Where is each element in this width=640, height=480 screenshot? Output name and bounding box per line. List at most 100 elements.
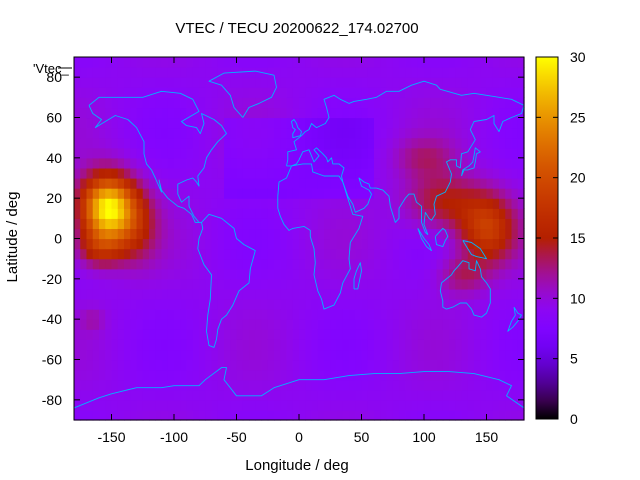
heatmap-cell <box>211 57 219 68</box>
heatmap-cell <box>117 127 125 139</box>
heatmap-cell <box>74 379 81 391</box>
heatmap-cell <box>517 248 525 260</box>
heatmap-cell <box>236 258 244 270</box>
heatmap-cell <box>92 167 100 179</box>
heatmap-cell <box>180 97 188 109</box>
heatmap-cell <box>367 147 375 159</box>
heatmap-cell <box>149 369 156 381</box>
heatmap-cell <box>392 208 400 219</box>
heatmap-cell <box>405 127 413 139</box>
heatmap-cell <box>436 389 444 401</box>
colorbar-tick-label: 20 <box>570 170 586 186</box>
heatmap-cell <box>261 117 269 129</box>
heatmap-cell <box>374 258 381 270</box>
heatmap-cell <box>430 57 438 68</box>
heatmap-cell <box>230 299 238 310</box>
heatmap-cell <box>455 198 463 209</box>
heatmap-cell <box>180 198 188 209</box>
heatmap-cell <box>242 57 250 68</box>
heatmap-cell <box>292 67 300 78</box>
heatmap-cell <box>161 299 169 310</box>
heatmap-cell <box>424 218 431 230</box>
heatmap-cell <box>411 238 419 250</box>
heatmap-cell <box>280 258 288 270</box>
heatmap-cell <box>280 107 288 119</box>
heatmap-cell <box>149 248 156 260</box>
heatmap-cell <box>405 188 413 199</box>
heatmap-cell <box>249 329 256 340</box>
heatmap-cell <box>324 238 331 250</box>
heatmap-cell <box>492 268 500 280</box>
heatmap-cell <box>449 167 456 179</box>
heatmap-cell <box>449 248 456 260</box>
heatmap-cell <box>286 268 294 280</box>
heatmap-cell <box>442 147 450 159</box>
heatmap-cell <box>324 198 331 209</box>
heatmap-cell <box>374 389 381 401</box>
heatmap-cell <box>299 288 306 300</box>
heatmap-cell <box>492 178 500 189</box>
heatmap-cell <box>261 208 269 219</box>
heatmap-cell <box>199 399 206 411</box>
heatmap-cell <box>211 188 219 199</box>
heatmap-cell <box>311 309 319 320</box>
heatmap-cell <box>399 97 406 109</box>
heatmap-cell <box>305 97 313 109</box>
heatmap-cell <box>249 258 256 270</box>
heatmap-cell <box>492 97 500 109</box>
heatmap-cell <box>417 329 425 340</box>
heatmap-cell <box>261 178 269 189</box>
heatmap-cell <box>130 198 138 209</box>
heatmap-cell <box>92 399 100 411</box>
heatmap-cell <box>286 258 294 270</box>
heatmap-cell <box>142 57 150 68</box>
heatmap-cell <box>392 137 400 149</box>
heatmap-cell <box>186 137 194 149</box>
heatmap-cell <box>105 379 113 391</box>
heatmap-cell <box>499 137 506 149</box>
heatmap-cell <box>136 248 144 260</box>
heatmap-cell <box>467 57 475 68</box>
heatmap-cell <box>342 389 350 401</box>
heatmap-cell <box>380 178 388 189</box>
heatmap-cell <box>330 329 338 340</box>
heatmap-cell <box>336 268 344 280</box>
heatmap-cell <box>74 399 81 411</box>
heatmap-cell <box>455 167 463 179</box>
heatmap-cell <box>74 167 81 179</box>
heatmap-cell <box>311 218 319 230</box>
heatmap-cell <box>305 339 313 351</box>
heatmap-cell <box>161 228 169 240</box>
heatmap-cell <box>242 268 250 280</box>
heatmap-cell <box>249 107 256 119</box>
heatmap-cell <box>386 137 394 149</box>
heatmap-cell <box>367 379 375 391</box>
heatmap-cell <box>324 67 331 78</box>
heatmap-cell <box>355 208 363 219</box>
heatmap-cell <box>236 288 244 300</box>
heatmap-cell <box>311 238 319 250</box>
heatmap-cell <box>392 288 400 300</box>
heatmap-cell <box>461 228 469 240</box>
heatmap-cell <box>267 359 275 371</box>
heatmap-cell <box>174 238 181 250</box>
heatmap-cell <box>355 238 363 250</box>
heatmap-cell <box>149 67 156 78</box>
heatmap-cell <box>361 178 369 189</box>
heatmap-cell <box>149 329 156 340</box>
heatmap-cell <box>480 399 488 411</box>
heatmap-cell <box>474 178 481 189</box>
heatmap-cell <box>380 319 388 330</box>
heatmap-cell <box>392 399 400 411</box>
heatmap-cell <box>442 87 450 98</box>
heatmap-cell <box>136 178 144 189</box>
heatmap-cell <box>105 399 113 411</box>
heatmap-cell <box>249 389 256 401</box>
heatmap-cell <box>349 167 356 179</box>
heatmap-cell <box>224 288 231 300</box>
heatmap-cell <box>324 299 331 310</box>
heatmap-cell <box>505 57 513 68</box>
heatmap-cell <box>292 349 300 361</box>
heatmap-cell <box>474 127 481 139</box>
heatmap-cell <box>142 107 150 119</box>
